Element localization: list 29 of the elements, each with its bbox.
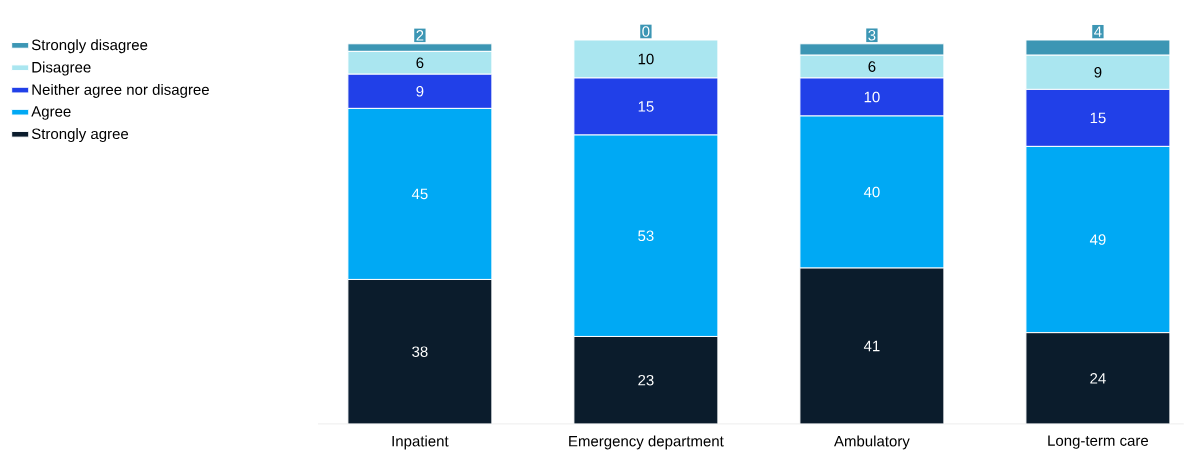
x-tick-label: Inpatient (392, 435, 449, 450)
data-label: 4 (1094, 26, 1102, 37)
data-label: 10 (864, 91, 880, 103)
x-tick-label: Long-term care (1048, 435, 1149, 449)
data-label: 15 (1090, 112, 1106, 124)
legend-label: Strongly agree (31, 128, 129, 143)
x-tick-label: Emergency department (569, 435, 724, 450)
legend-label: Neither agree nor disagree (32, 83, 209, 98)
data-label: 41 (863, 340, 880, 352)
data-label: 6 (868, 61, 876, 72)
data-label: 9 (1094, 67, 1102, 78)
data-label: 15 (638, 101, 654, 112)
legend-label: Strongly disagree (31, 39, 148, 54)
data-label: 3 (868, 30, 876, 41)
data-label: 23 (638, 374, 654, 386)
x-tick-label: Ambulatory (834, 435, 910, 450)
data-label: 2 (416, 30, 424, 41)
data-label: 9 (416, 86, 424, 97)
legend-label: Agree (31, 106, 71, 120)
data-label: 6 (416, 57, 424, 69)
data-label: 24 (1090, 373, 1106, 384)
legend-label: Disagree (32, 61, 91, 76)
data-label: 10 (638, 53, 654, 65)
data-label: 38 (412, 346, 428, 358)
data-label: 49 (1089, 234, 1106, 245)
data-label: 53 (638, 230, 654, 242)
data-label: 0 (642, 26, 650, 37)
data-label: 45 (411, 188, 428, 200)
data-label: 40 (863, 186, 880, 198)
